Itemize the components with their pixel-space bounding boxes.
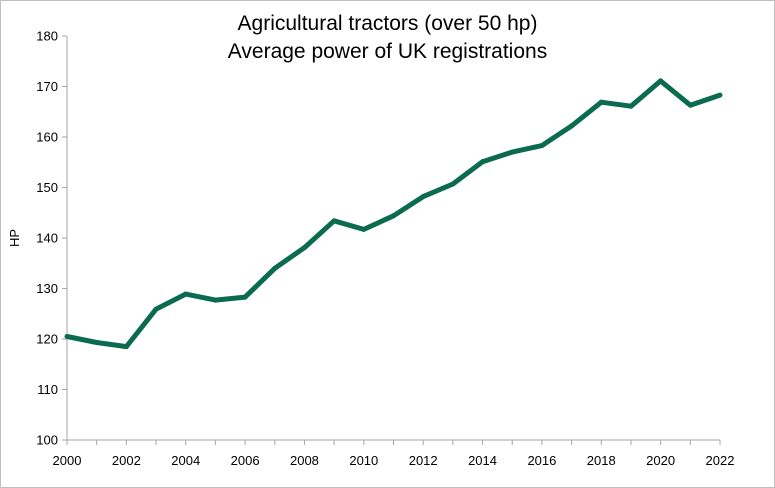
- data-point: [391, 213, 396, 219]
- y-tick-label: 160: [36, 130, 58, 145]
- data-point: [331, 218, 337, 224]
- data-point: [539, 143, 545, 149]
- y-axis-title: HP: [7, 229, 22, 247]
- data-point: [183, 291, 189, 297]
- x-axis-ticks: 2000 2002 2004 2006 2008 2010 2012 2014 2016 2018…: [53, 440, 735, 468]
- y-tick-label: 140: [36, 231, 58, 246]
- data-point: [509, 149, 515, 155]
- y-axis-ticks: 100 110 120 130 140 150 160 170 180: [36, 29, 67, 448]
- data-point: [212, 297, 218, 303]
- y-tick-label: 120: [36, 332, 58, 347]
- series-layer: [64, 78, 723, 350]
- y-tick-label: 100: [36, 433, 58, 448]
- data-point: [717, 92, 723, 98]
- x-tick-label: 2006: [231, 453, 260, 468]
- y-tick-label: 130: [36, 281, 58, 296]
- chart-title: Agricultural tractors (over 50 hp) Avera…: [0, 10, 775, 66]
- x-tick-label: 2012: [409, 453, 438, 468]
- data-point: [480, 159, 486, 165]
- x-tick-label: 2008: [290, 453, 319, 468]
- data-point: [361, 226, 367, 232]
- data-point: [272, 265, 278, 271]
- x-tick-label: 2018: [587, 453, 616, 468]
- y-tick-label: 180: [36, 29, 58, 44]
- data-point: [153, 306, 159, 312]
- y-tick-label: 150: [36, 180, 58, 195]
- x-tick-label: 2004: [171, 453, 200, 468]
- data-point: [687, 102, 693, 108]
- x-tick-label: 2014: [468, 453, 497, 468]
- data-point: [64, 333, 70, 339]
- x-tick-label: 2002: [112, 453, 141, 468]
- data-point: [658, 78, 664, 84]
- data-point: [569, 123, 575, 129]
- chart-title-line-1: Agricultural tractors (over 50 hp): [237, 12, 538, 35]
- y-tick-label: 170: [36, 79, 58, 94]
- data-point: [242, 294, 248, 300]
- data-point: [301, 245, 307, 251]
- x-tick-label: 2020: [646, 453, 675, 468]
- data-point: [598, 99, 604, 105]
- x-tick-label: 2000: [53, 453, 82, 468]
- data-point: [420, 194, 426, 200]
- data-point: [450, 181, 456, 187]
- y-tick-label: 110: [37, 382, 58, 397]
- x-tick-label: 2022: [706, 453, 735, 468]
- chart-title-line-2: Average power of UK registrations: [227, 40, 548, 63]
- x-tick-label: 2016: [527, 453, 556, 468]
- data-point: [628, 103, 634, 109]
- x-tick-label: 2010: [349, 453, 378, 468]
- data-point: [94, 340, 100, 346]
- data-point: [123, 344, 129, 350]
